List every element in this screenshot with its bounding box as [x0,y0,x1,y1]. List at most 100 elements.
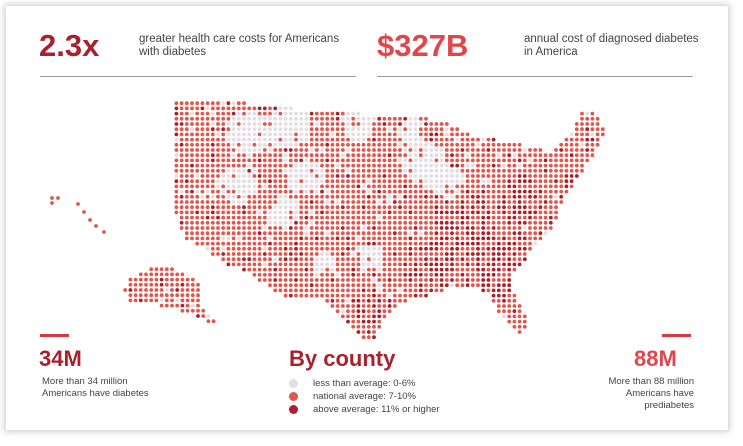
map-dot-1481 [288,215,293,220]
map-dot-1737 [496,231,501,236]
map-dot-1183 [283,194,288,199]
map-dot-2417 [346,304,350,308]
map-dot-64 [314,111,319,116]
map-dot-1216 [455,194,460,199]
map-dot-1920 [403,246,408,251]
map-dot-2405 [387,298,392,303]
map-dot-2402 [372,298,376,303]
map-dot-101 [304,116,309,121]
map-dot-1574 [392,220,397,225]
map-dot-2271 [496,278,501,282]
map-dot-162 [346,122,350,126]
map-dot-1178 [257,194,262,199]
map-dot-1636 [340,226,345,230]
map-dot-689 [554,158,558,163]
map-dot-1156 [538,189,543,194]
map-dot-2056 [481,257,486,262]
map-dot-2185 [304,272,309,277]
map-dot-1291 [455,200,460,204]
map-dot-1639 [356,226,361,230]
map-dot-801 [309,168,314,173]
map-dot-728 [340,163,345,168]
map-dot-1908 [340,246,345,251]
map-dot-1080 [543,184,548,189]
map-dot-696 [174,163,179,168]
map-dot-1652 [424,226,428,230]
map-dot-103 [314,116,319,121]
map-dot-1888 [236,246,241,251]
map-dot-502 [413,148,418,152]
map-dot-442 [491,142,496,147]
map-dot-2074 [273,262,278,267]
map-dot-2326 [299,288,304,293]
map-dot-856 [184,174,189,178]
map-dot-1363 [439,205,444,210]
map-dot-498 [392,148,397,152]
map-dot-1088 [184,189,189,194]
map-dot-2323 [283,288,288,293]
map-dot-1272 [356,200,361,204]
map-dot-880 [309,174,314,178]
map-dot-81 [200,116,205,121]
map-dot-1081 [548,184,553,189]
map-dot-2456 [382,314,387,319]
map-dot-1522 [502,215,506,220]
map-dot-1309 [548,200,553,204]
map-dot-292 [403,132,408,137]
map-dot-886 [340,174,345,178]
map-dot-1351 [377,205,382,210]
map-dot-1987 [429,252,434,256]
map-dot-2277 [283,283,288,288]
map-dot-2516 [190,277,195,282]
map-dot-1245 [216,200,220,204]
map-dot-701 [200,163,205,168]
map-dot-1184 [288,194,293,199]
map-dot-205 [268,127,272,132]
map-dot-1785 [382,236,387,241]
map-dot-1864 [444,241,449,246]
map-dot-2018 [283,257,288,262]
map-dot-1595 [502,220,506,225]
map-dot-1654 [434,226,439,230]
map-dot-822 [418,168,423,173]
map-dot-2079 [299,262,304,267]
map-dot-2030 [346,257,350,262]
map-dot-2509 [154,277,159,282]
map-dot-1769 [299,236,304,241]
map-dot-1368 [465,205,470,210]
map-dot-492 [361,148,366,152]
map-dot-1910 [351,246,356,251]
map-dot-117 [387,116,392,121]
map-dot-1739 [507,231,512,236]
map-dot-1071 [496,184,501,189]
map-dot-188 [179,127,184,132]
map-dot-2536 [149,288,154,292]
map-dot-739 [398,163,402,168]
map-dot-285 [366,132,371,137]
map-dot-172 [398,122,402,126]
map-dot-1181 [273,194,278,199]
map-dot-585 [434,153,439,158]
map-dot-751 [460,163,465,168]
map-dot-1125 [377,189,382,194]
map-dot-1119 [346,189,350,194]
map-dot-1557 [304,220,309,225]
map-dot-2176 [257,272,262,277]
map-dot-1091 [200,189,205,194]
map-dot-42 [200,111,205,116]
map-dot-588 [450,153,454,158]
map-dot-1827 [252,241,257,246]
map-dot-932 [174,179,179,184]
map-dot-1838 [309,241,314,246]
map-dot-280 [340,132,345,137]
map-dot-2471 [517,319,522,324]
map-dot-1801 [465,236,470,241]
map-dot-1167 [200,194,205,199]
map-dot-2440 [377,309,382,314]
map-dot-1141 [460,189,465,194]
map-dot-1493 [351,215,356,220]
legend-swatch-light [289,379,298,388]
map-dot-2555 [175,293,180,298]
map-dot-1611 [210,226,215,230]
map-dot-2524 [164,282,169,287]
